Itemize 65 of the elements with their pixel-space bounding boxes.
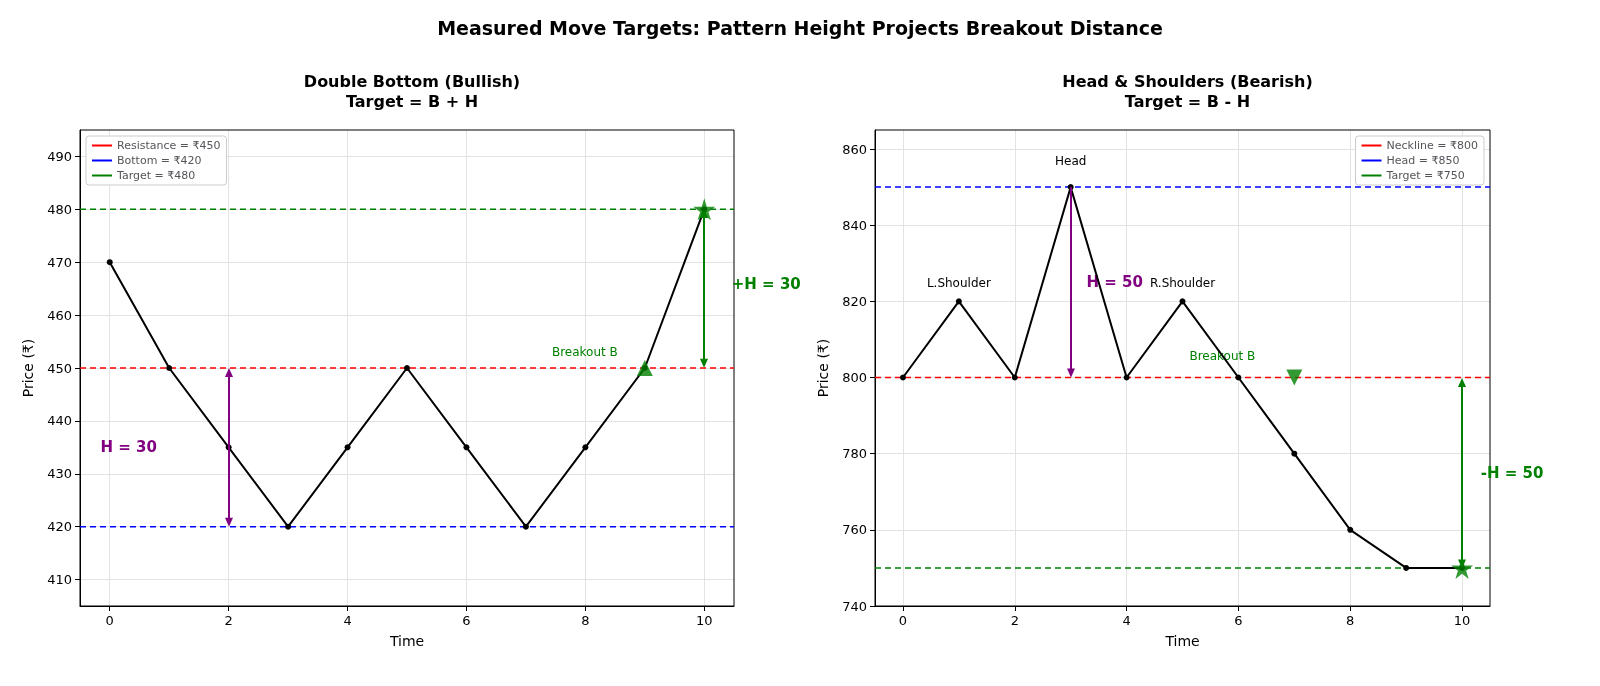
- y-tick-label: 450: [47, 360, 72, 376]
- point: [1286, 369, 1303, 386]
- x-tick-label: 2: [1010, 613, 1019, 628]
- annotation: L.Shoulder: [926, 276, 991, 291]
- legend-label: Bottom = ₹420: [117, 154, 202, 167]
- y-tick-label: 760: [842, 522, 867, 538]
- y-tick-label: 440: [47, 413, 72, 429]
- x-tick-label: 4: [343, 613, 352, 628]
- x-tick-label: 8: [1346, 613, 1355, 628]
- point: [899, 374, 906, 381]
- point: [463, 444, 470, 451]
- y-tick-label: 490: [47, 148, 72, 164]
- annotation: H = 30: [100, 438, 157, 457]
- point: [1235, 374, 1242, 381]
- annotation: +H = 30: [731, 274, 801, 293]
- x-tick-label: 10: [696, 613, 713, 628]
- y-tick-label: 460: [47, 307, 72, 323]
- annotation: R.Shoulder: [1149, 276, 1216, 291]
- point: [1403, 564, 1410, 571]
- chart-title: Double Bottom (Bullish) Target = B + H: [303, 71, 521, 111]
- y-axis-title: Price (₹): [20, 338, 36, 398]
- legend-label: Head = ₹850: [1386, 154, 1460, 167]
- point: [582, 444, 589, 451]
- legend-label: Resistance = ₹450: [117, 139, 221, 152]
- annotation: Head: [1054, 154, 1087, 169]
- x-tick-label: 2: [224, 613, 233, 628]
- y-tick-label: 410: [47, 572, 72, 588]
- y-tick-label: 840: [842, 217, 867, 233]
- legend-label: Target = ₹480: [116, 169, 196, 182]
- y-tick-label: 860: [842, 141, 867, 157]
- y-tick-label: 820: [842, 293, 867, 309]
- x-axis-title: Time: [1164, 633, 1200, 649]
- y-tick-label: 740: [842, 598, 867, 614]
- x-axis-title: Time: [388, 633, 425, 649]
- point: [166, 365, 173, 371]
- x-tick-label: 6: [462, 613, 471, 628]
- chart-title: Head & Shoulders (Bearish) Target = B - H: [1062, 71, 1313, 111]
- y-tick-label: 480: [47, 201, 72, 217]
- point: [636, 360, 653, 376]
- annotation: Breakout B: [551, 345, 618, 359]
- x-tick-label: 0: [898, 613, 908, 628]
- point: [955, 298, 962, 305]
- y-tick-label: 780: [842, 446, 867, 462]
- x-tick-label: 10: [1453, 613, 1471, 628]
- point: [1011, 374, 1018, 381]
- y-axis-title: Price (₹): [815, 338, 831, 398]
- point: [1123, 374, 1130, 381]
- point: [404, 365, 410, 371]
- legend-label: Neckline = ₹800: [1386, 139, 1479, 152]
- x-tick-label: 6: [1234, 613, 1243, 628]
- x-tick-label: 4: [1122, 613, 1131, 628]
- x-tick-label: 0: [105, 613, 114, 628]
- point: [285, 523, 292, 530]
- y-tick-label: 470: [47, 254, 72, 270]
- point: [522, 523, 529, 530]
- annotation: -H = 50: [1480, 463, 1544, 482]
- point: [1291, 450, 1298, 457]
- legend-label: Target = ₹750: [1385, 169, 1465, 182]
- x-tick-label: 8: [581, 613, 590, 628]
- y-tick-label: 800: [842, 370, 867, 386]
- y-tick-label: 420: [47, 519, 72, 535]
- point: [106, 259, 113, 266]
- text: Measured Move Targets: Pattern Height Projects Breakout Distance: [436, 16, 1164, 41]
- y-tick-label: 430: [47, 466, 72, 482]
- point: [1347, 526, 1354, 533]
